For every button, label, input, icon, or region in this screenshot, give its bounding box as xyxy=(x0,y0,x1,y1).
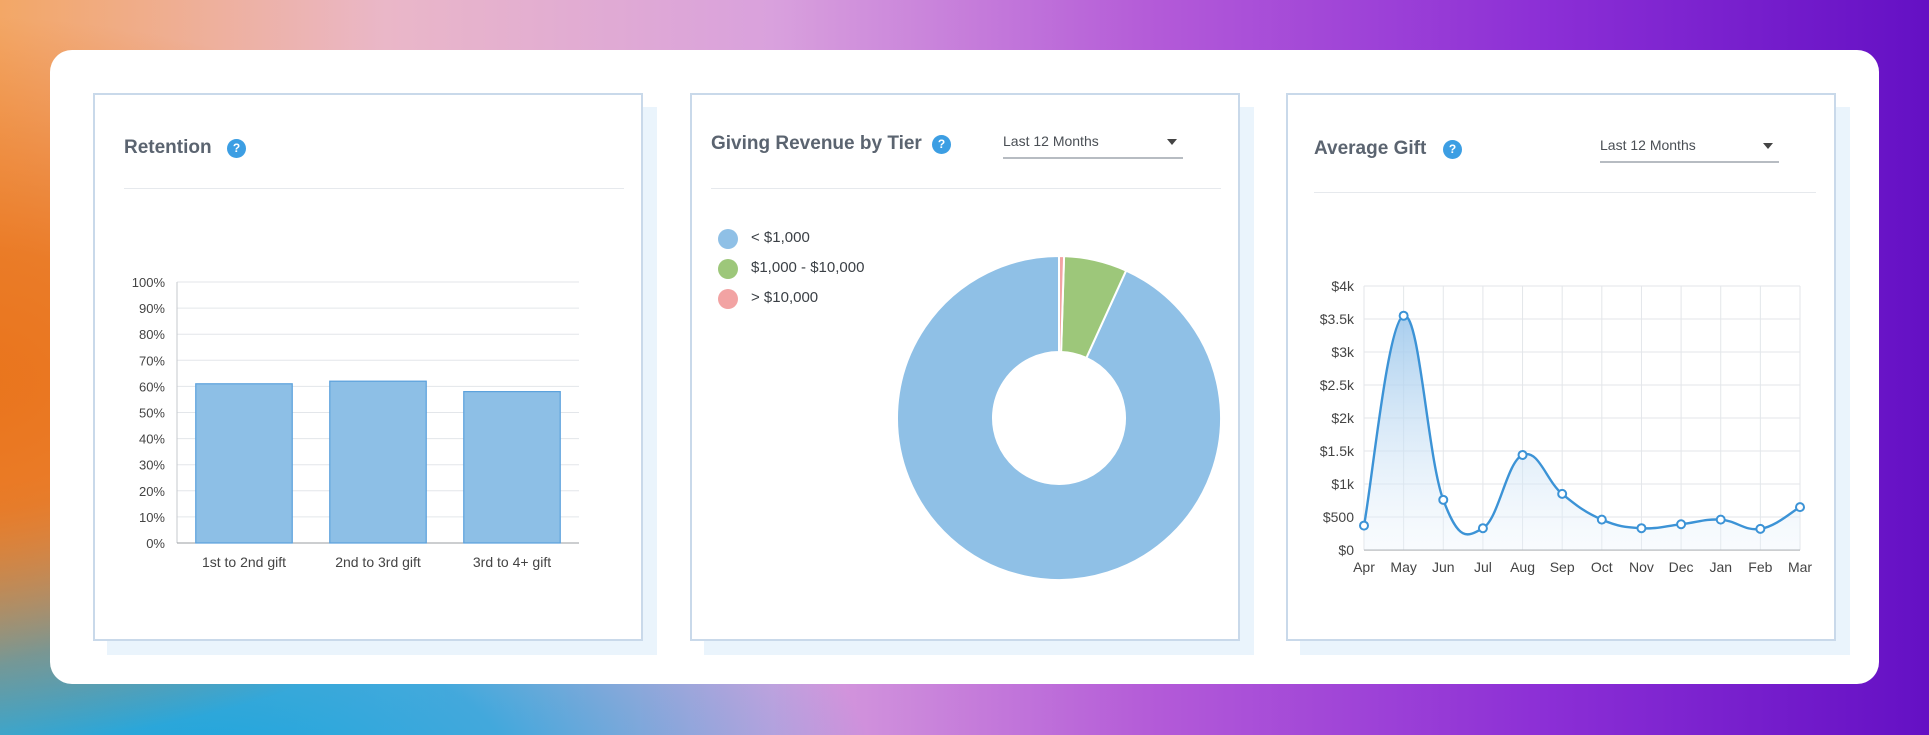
x-tick-label: Feb xyxy=(1748,559,1772,575)
x-tick-label: 2nd to 3rd gift xyxy=(335,554,421,570)
data-point xyxy=(1636,523,1647,534)
dropdown-value: Last 12 Months xyxy=(1003,133,1099,149)
x-tick-label: Jan xyxy=(1709,559,1732,575)
legend-label: > $10,000 xyxy=(751,289,819,306)
average-gift-card: Average Gift ? Last 12 Months $0 $500 $1k $… xyxy=(1286,93,1850,655)
retention-bar xyxy=(329,380,427,544)
dropdown-value: Last 12 Months xyxy=(1600,137,1696,153)
retention-divider xyxy=(124,188,624,189)
data-point xyxy=(1676,519,1687,530)
revenue-period-dropdown[interactable]: Last 12 Months xyxy=(1003,129,1183,159)
help-icon[interactable]: ? xyxy=(1443,140,1462,159)
data-point xyxy=(1557,488,1568,499)
legend-swatch xyxy=(718,289,738,309)
y-tick-label: 0% xyxy=(146,536,165,551)
donut-slice xyxy=(896,254,1222,581)
x-tick-label: Mar xyxy=(1788,559,1812,575)
dashboard-panel: Retention ? 0% 10% 20% 30% 40% 50% 60% 70% 80% 90… xyxy=(50,50,1879,684)
data-point xyxy=(1438,494,1449,505)
average-gift-area xyxy=(1364,315,1800,550)
average-gift-line-chart: $0 $500 $1k $1.5k $2k $2.5k $3k $3.5k $4k Apr May J… xyxy=(1320,278,1813,575)
y-tick-label: $0 xyxy=(1338,542,1354,558)
revenue-card: Giving Revenue by Tier ? Last 12 Months … xyxy=(690,93,1254,655)
chevron-down-icon xyxy=(1763,143,1773,149)
data-point xyxy=(1517,449,1528,460)
data-point xyxy=(1715,514,1726,525)
y-tick-label: $4k xyxy=(1331,278,1355,294)
average-divider xyxy=(1314,192,1816,193)
x-tick-label: Apr xyxy=(1353,559,1375,575)
x-tick-label: Aug xyxy=(1510,559,1535,575)
y-tick-label: $2k xyxy=(1331,410,1355,426)
y-tick-label: 30% xyxy=(139,458,165,473)
y-tick-label: 70% xyxy=(139,353,165,368)
revenue-donut-chart xyxy=(896,254,1222,581)
help-icon[interactable]: ? xyxy=(932,135,951,154)
data-point xyxy=(1477,523,1488,534)
legend-label: < $1,000 xyxy=(751,229,810,246)
donut-slice xyxy=(1058,254,1066,354)
legend-swatch xyxy=(718,259,738,279)
retention-bar-chart: 0% 10% 20% 30% 40% 50% 60% 70% 80% 90% 100% 1st to … xyxy=(132,275,579,570)
x-tick-label: Sep xyxy=(1550,559,1575,575)
chevron-down-icon xyxy=(1167,139,1177,145)
data-point xyxy=(1755,523,1766,534)
revenue-title: Giving Revenue by Tier xyxy=(711,133,922,154)
data-point xyxy=(1596,514,1607,525)
y-tick-label: $3.5k xyxy=(1320,311,1355,327)
y-tick-label: $2.5k xyxy=(1320,377,1355,393)
y-tick-label: 60% xyxy=(139,379,165,394)
data-point xyxy=(1795,502,1805,513)
x-tick-label: Dec xyxy=(1669,559,1694,575)
y-tick-label: $1.5k xyxy=(1320,443,1355,459)
retention-card: Retention ? 0% 10% 20% 30% 40% 50% 60% 70% 80% 90… xyxy=(93,93,657,655)
y-tick-label: 100% xyxy=(132,275,166,290)
x-tick-label: Jul xyxy=(1474,559,1492,575)
x-tick-label: 3rd to 4+ gift xyxy=(473,554,551,570)
x-tick-label: 1st to 2nd gift xyxy=(202,554,286,570)
retention-title: Retention xyxy=(124,137,212,158)
y-tick-label: 50% xyxy=(139,406,165,421)
y-tick-label: 40% xyxy=(139,432,165,447)
average-gift-title: Average Gift xyxy=(1314,138,1427,159)
y-tick-label: $3k xyxy=(1331,344,1355,360)
legend-swatch xyxy=(718,229,738,249)
y-tick-label: 90% xyxy=(139,301,165,316)
average-period-dropdown[interactable]: Last 12 Months xyxy=(1600,133,1779,163)
legend-label: $1,000 - $10,000 xyxy=(751,259,865,276)
revenue-divider xyxy=(711,188,1221,189)
y-tick-label: 10% xyxy=(139,510,165,525)
y-tick-label: 80% xyxy=(139,327,165,342)
y-tick-label: 20% xyxy=(139,484,165,499)
data-point xyxy=(1359,520,1369,531)
retention-bar xyxy=(463,391,561,544)
x-tick-label: Jun xyxy=(1432,559,1455,575)
x-tick-label: Nov xyxy=(1629,559,1654,575)
retention-bar xyxy=(195,383,293,544)
y-tick-label: $500 xyxy=(1323,509,1354,525)
data-point xyxy=(1398,310,1409,321)
y-tick-label: $1k xyxy=(1331,476,1355,492)
help-icon[interactable]: ? xyxy=(227,139,246,158)
x-tick-label: May xyxy=(1390,559,1416,575)
x-tick-label: Oct xyxy=(1591,559,1613,575)
